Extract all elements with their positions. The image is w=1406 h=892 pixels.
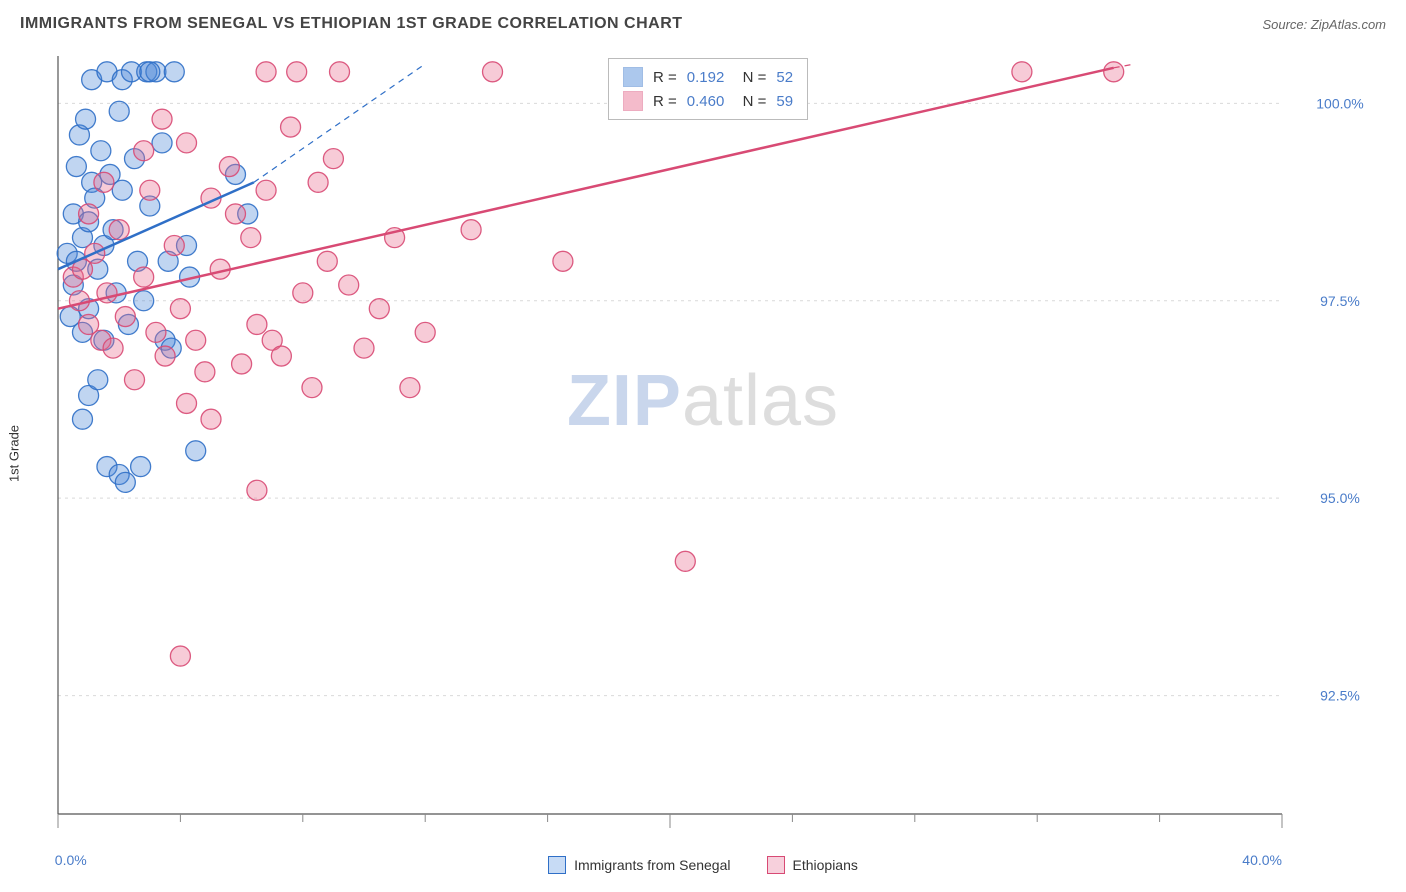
stats-r-value: 0.460 xyxy=(687,93,725,110)
stats-swatch xyxy=(623,67,643,87)
source-label: Source: ZipAtlas.com xyxy=(1262,17,1386,32)
stats-r-value: 0.192 xyxy=(687,69,725,86)
svg-text:97.5%: 97.5% xyxy=(1320,293,1360,309)
stats-n-value: 59 xyxy=(776,93,793,110)
x-tick-label: 40.0% xyxy=(1242,852,1282,868)
chart-title: IMMIGRANTS FROM SENEGAL VS ETHIOPIAN 1ST… xyxy=(20,15,683,33)
stats-row: R = 0.460 N = 59 xyxy=(623,89,793,113)
svg-text:95.0%: 95.0% xyxy=(1320,490,1360,506)
svg-text:92.5%: 92.5% xyxy=(1320,688,1360,704)
svg-text:100.0%: 100.0% xyxy=(1316,95,1363,111)
x-axis-labels: 0.0% 40.0% xyxy=(48,852,1398,876)
scatter-chart: 92.5% 95.0% 97.5% 100.0% xyxy=(48,48,1398,844)
stats-n-label: N = xyxy=(734,69,766,86)
stats-n-label: N = xyxy=(734,93,766,110)
stats-n-value: 52 xyxy=(776,69,793,86)
chart-header: IMMIGRANTS FROM SENEGAL VS ETHIOPIAN 1ST… xyxy=(0,0,1406,48)
chart-area: 92.5% 95.0% 97.5% 100.0% xyxy=(48,48,1398,844)
stats-row: R = 0.192 N = 52 xyxy=(623,65,793,89)
stats-r-label: R = xyxy=(653,93,677,110)
correlation-stats-box: R = 0.192 N = 52 R = 0.460 N = 59 xyxy=(608,58,808,120)
stats-r-label: R = xyxy=(653,69,677,86)
x-tick-label: 0.0% xyxy=(55,852,87,868)
stats-swatch xyxy=(623,91,643,111)
y-axis-title: 1st Grade xyxy=(7,425,22,482)
